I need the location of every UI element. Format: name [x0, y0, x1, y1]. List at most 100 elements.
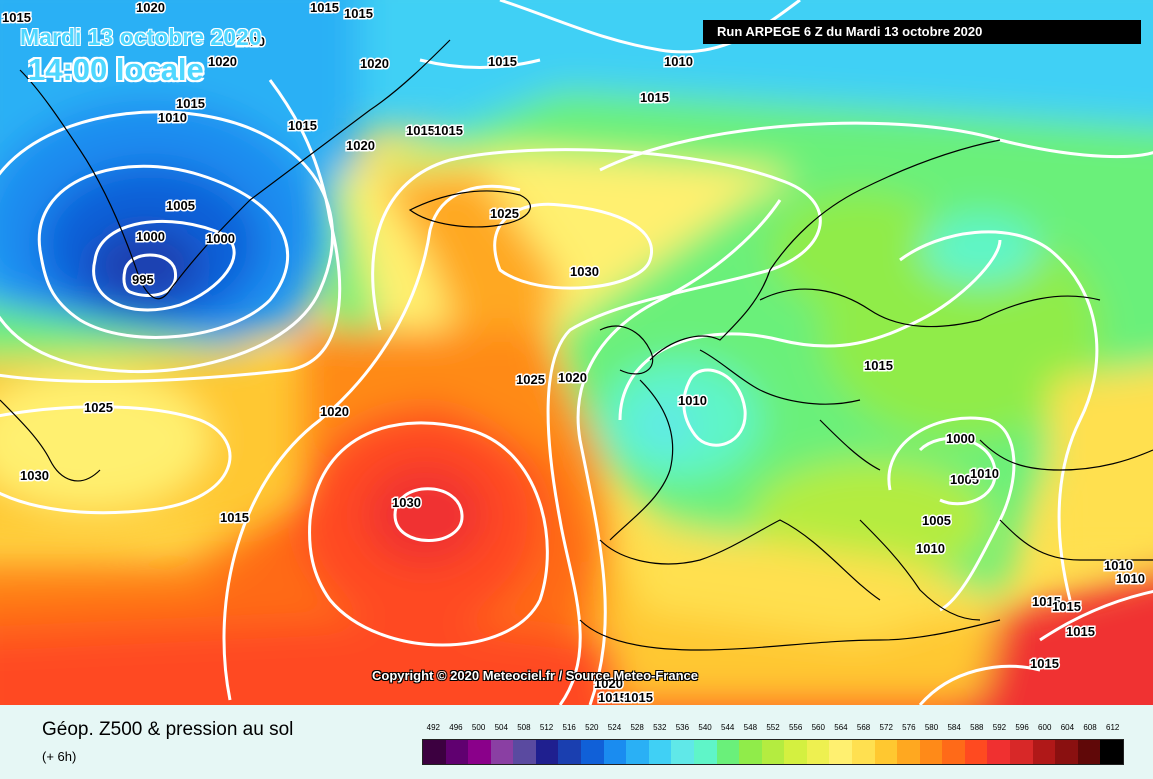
isobar-label: 1005 — [922, 513, 951, 528]
color-swatch — [987, 740, 1011, 764]
legend-tick: 600 — [1038, 723, 1052, 732]
legend-tick: 552 — [766, 723, 780, 732]
color-swatch — [468, 740, 491, 764]
isobar-label: 1020 — [346, 138, 375, 153]
legend-tick: 536 — [675, 723, 690, 732]
isobar-label: 1015 — [640, 90, 669, 105]
legend-tick: 564 — [834, 723, 848, 732]
color-swatch — [942, 740, 965, 764]
color-swatch — [1032, 740, 1056, 764]
color-swatch — [648, 740, 672, 764]
color-swatch — [897, 740, 920, 764]
isobar-label: 1015 — [220, 510, 249, 525]
color-swatch — [1010, 740, 1033, 764]
legend-tick-labels: 492 496 500 504 508 512 516 520 524 528 532 536 540 5… — [420, 723, 1126, 735]
color-swatch — [964, 740, 988, 764]
legend-tick: 516 — [562, 723, 576, 732]
isobar-label: 1015 — [344, 6, 373, 21]
legend-panel: Géop. Z500 & pression au sol (+ 6h) 492 4… — [0, 705, 1153, 779]
isobar-label: 1010 — [678, 393, 707, 408]
color-swatch — [513, 740, 536, 764]
color-swatch — [603, 740, 627, 764]
legend-tick: 544 — [721, 723, 735, 732]
isobar-label: 1020 — [236, 34, 265, 49]
legend-tick: 504 — [494, 723, 508, 732]
legend-tick: 584 — [947, 723, 961, 732]
legend-tick: 604 — [1060, 723, 1075, 732]
color-swatch — [761, 740, 785, 764]
isobar-label: 1025 — [516, 372, 545, 387]
isobar-label: 1015 — [406, 123, 435, 138]
isobar-lines — [0, 0, 1153, 705]
isobar-label: 1030 — [392, 495, 421, 510]
isobar-label: 1015 — [2, 10, 31, 25]
legend-tick: 588 — [970, 723, 984, 732]
forecast-time: 14:00 locale — [28, 52, 204, 87]
legend-tick: 540 — [698, 723, 712, 732]
isobar-label: 1015 — [864, 358, 893, 373]
isobar-label: 1015 — [434, 123, 463, 138]
isobar-label: 1015 — [1032, 594, 1061, 609]
color-swatch — [806, 740, 830, 764]
isobar-label: 1015 — [288, 118, 317, 133]
run-title: Run ARPEGE 6 Z du Mardi 13 octobre 2020 — [703, 20, 1141, 44]
legend-tick: 548 — [743, 723, 758, 732]
legend-tick: 500 — [471, 723, 486, 732]
isobar-label: 1030 — [570, 264, 599, 279]
legend-tick: 520 — [585, 723, 599, 732]
color-scale-bar — [422, 739, 1124, 765]
isobar-label: 995 — [132, 272, 154, 287]
isobar-label: 1020 — [136, 0, 165, 15]
legend-tick: 596 — [1015, 723, 1029, 732]
forecast-date: Mardi 13 octobre 2020 — [20, 24, 262, 50]
legend-tick: 568 — [856, 723, 871, 732]
isobar-label: 1005 — [950, 472, 979, 487]
color-swatch — [535, 740, 559, 764]
color-swatch — [851, 740, 875, 764]
isobar-label: 1020 — [320, 404, 349, 419]
color-swatch — [558, 740, 582, 764]
isobar-label: 1010 — [1104, 558, 1133, 573]
copyright-notice: Copyright © 2020 Meteociel.fr / Source M… — [372, 668, 698, 683]
legend-tick: 524 — [607, 723, 622, 732]
isobar-label: 1015 — [176, 96, 205, 111]
legend-tick: 580 — [924, 723, 939, 732]
color-swatch — [739, 740, 762, 764]
color-swatch — [1077, 740, 1101, 764]
isobar-label: 1010 — [1116, 571, 1145, 586]
color-swatch — [581, 740, 604, 764]
legend-tick: 528 — [630, 723, 644, 732]
isobar-label: 1025 — [490, 206, 519, 221]
legend-tick: 612 — [1105, 723, 1120, 732]
isobar-label: 1020 — [208, 54, 237, 69]
isobar-label: 1015 — [598, 690, 627, 705]
color-swatch — [490, 740, 514, 764]
color-swatch — [445, 740, 469, 764]
color-swatch — [626, 740, 649, 764]
legend-tick: 512 — [539, 723, 554, 732]
color-swatch — [716, 740, 740, 764]
legend-subtitle: (+ 6h) — [42, 749, 77, 764]
isobar-label: 1010 — [916, 541, 945, 556]
legend-tick: 496 — [449, 723, 463, 732]
color-swatch — [423, 740, 446, 764]
color-swatch — [829, 740, 852, 764]
isobar-label: 1020 — [594, 676, 623, 691]
legend-tick: 556 — [788, 723, 803, 732]
isobar-label: 1000 — [946, 431, 975, 446]
isobar-label: 1010 — [664, 54, 693, 69]
color-swatch — [671, 740, 694, 764]
isobar-label: 1010 — [158, 110, 187, 125]
isobar-label: 1015 — [488, 54, 517, 69]
color-swatch — [1100, 740, 1123, 764]
legend-tick: 532 — [653, 723, 667, 732]
isobar-label: 1015 — [1030, 656, 1059, 671]
isobar-label: 1010 — [970, 466, 999, 481]
color-swatch — [874, 740, 898, 764]
color-swatch — [693, 740, 717, 764]
isobar-label: 1020 — [558, 370, 587, 385]
isobar-label: 1020 — [360, 56, 389, 71]
legend-tick: 572 — [879, 723, 893, 732]
